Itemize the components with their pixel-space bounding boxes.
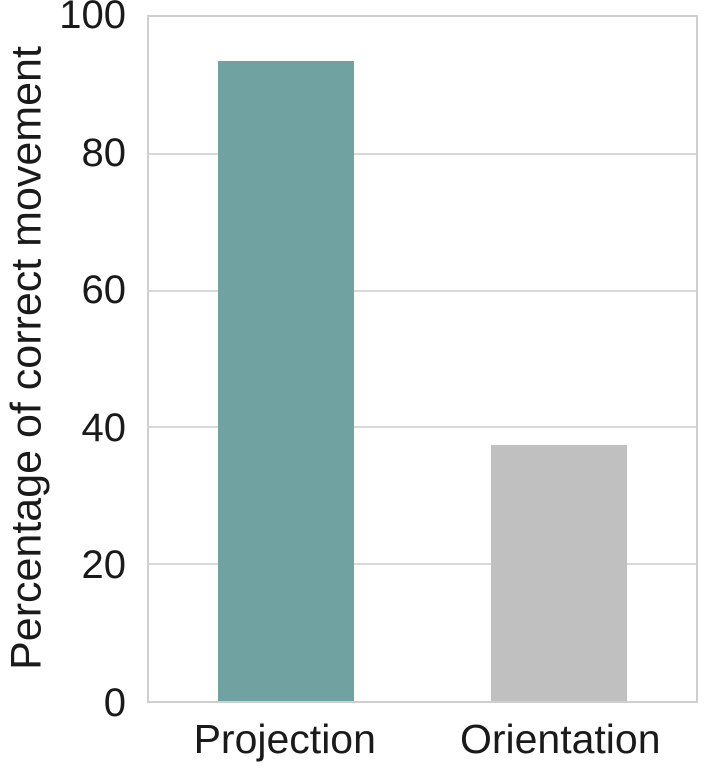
gridline-80: [149, 152, 696, 155]
gridline-40: [149, 426, 696, 429]
gridline-60: [149, 289, 696, 292]
plot-area: [147, 15, 698, 703]
y-tick-label-40: 40: [81, 405, 127, 450]
y-tick-label-20: 20: [81, 543, 127, 588]
y-tick-label-60: 60: [81, 268, 127, 313]
bar-projection: [217, 61, 354, 701]
gridline-20: [149, 563, 696, 566]
y-tick-label-100: 100: [59, 0, 126, 37]
bar-orientation: [491, 445, 628, 701]
y-tick-label-80: 80: [81, 130, 127, 175]
y-tick-label-0: 0: [103, 681, 126, 725]
x-tick-label-orientation: Orientation: [459, 716, 661, 762]
x-tick-label-projection: Projection: [193, 716, 376, 762]
